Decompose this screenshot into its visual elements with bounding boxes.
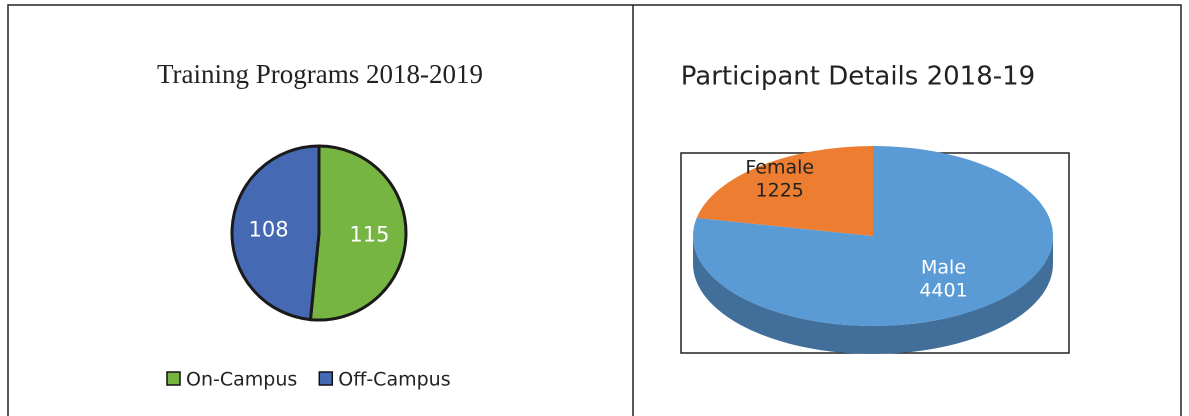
pie-slice <box>696 146 873 236</box>
data-label-name: Female <box>745 156 814 178</box>
data-label: 1225 <box>756 179 804 201</box>
pie-side <box>693 236 1053 354</box>
data-label: 4401 <box>919 280 967 302</box>
pie-slice <box>308 144 408 322</box>
legend-swatch <box>318 371 334 386</box>
legend-label: On-Campus <box>186 369 297 391</box>
data-label: 108 <box>249 218 289 242</box>
legend-swatch <box>166 371 181 386</box>
chart-title: Training Programs 2018-2019 <box>157 59 483 89</box>
legend-label: Off-Campus <box>338 369 450 391</box>
pie-slice <box>230 144 321 322</box>
data-label: 115 <box>349 222 389 246</box>
pie-slice <box>692 146 1053 327</box>
chart-title: Participant Details 2018-19 <box>681 62 1035 92</box>
table-border <box>7 4 1182 416</box>
data-label-name: Male <box>921 257 966 279</box>
